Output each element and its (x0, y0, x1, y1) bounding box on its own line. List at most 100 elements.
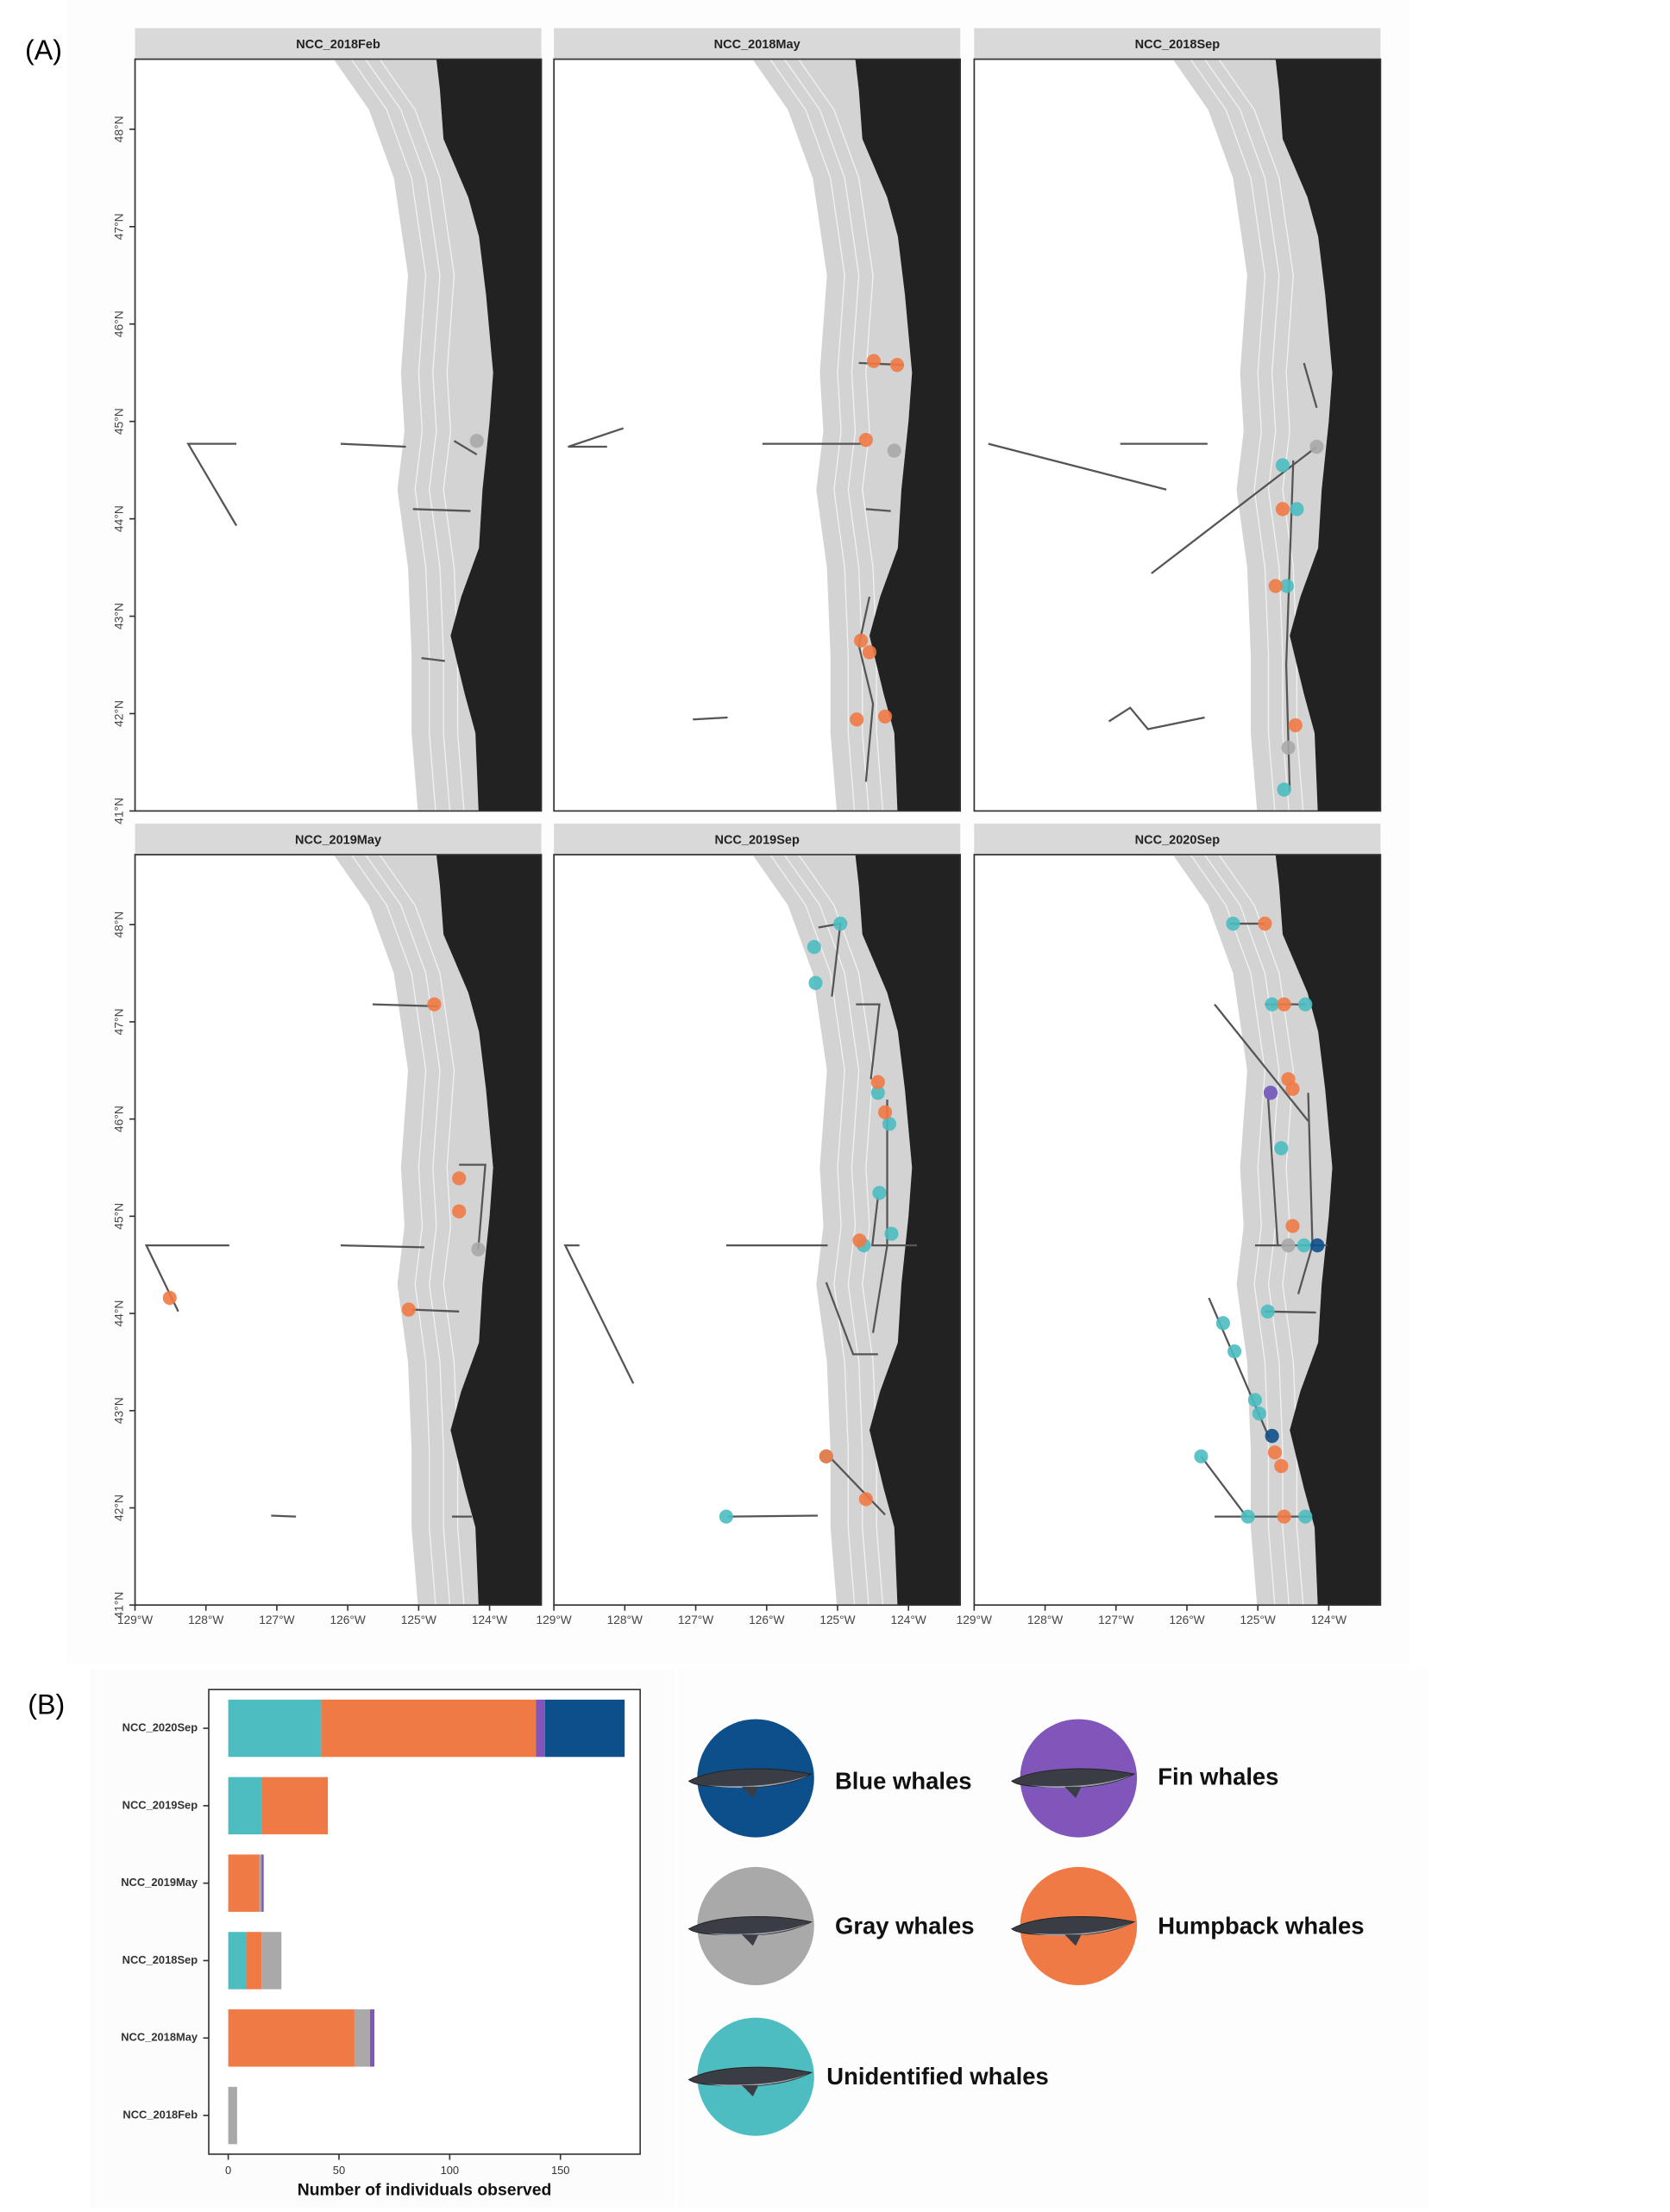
sighting (1226, 916, 1240, 931)
y-tick-label: 42°N (112, 700, 125, 727)
sighting (850, 712, 864, 727)
depth-contour (379, 59, 465, 811)
depth-contour (783, 59, 870, 811)
sighting (1194, 1449, 1209, 1463)
y-tick-label: NCC_2020Sep (122, 1720, 198, 1733)
shelf-area (752, 855, 913, 1606)
survey-track (1151, 446, 1318, 574)
x-tick-label: 124°W (472, 1614, 507, 1626)
sighting (427, 997, 442, 1012)
x-tick-label: 128°W (1027, 1614, 1063, 1626)
legend-label: Unidentified whales (826, 2063, 1048, 2090)
whale-fin (1064, 1786, 1082, 1798)
map-panel (554, 59, 961, 811)
y-tick-label: 43°N (112, 603, 125, 630)
bar-segment (536, 1699, 545, 1758)
y-tick-label: NCC_2019Sep (122, 1798, 198, 1811)
sighting (877, 709, 893, 724)
depth-contour (1190, 855, 1276, 1606)
sighting (877, 1105, 893, 1119)
x-tick-label: 125°W (819, 1614, 855, 1626)
map-frame (973, 58, 1382, 812)
map-panel (135, 59, 542, 811)
x-tick-label: 129°W (536, 1614, 571, 1626)
x-tick-label: 124°W (1311, 1614, 1347, 1626)
depth-contour (1190, 59, 1276, 811)
y-tick-label: NCC_2018May (121, 2031, 198, 2044)
sighting (1281, 740, 1296, 755)
survey-track (1200, 1456, 1247, 1518)
sighting (1274, 1141, 1289, 1156)
sighting (719, 1509, 733, 1524)
sighting (1310, 1238, 1325, 1253)
map-frame (134, 58, 543, 812)
depth-contour (379, 855, 465, 1606)
x-tick-label: 50 (333, 2164, 345, 2177)
land (1275, 855, 1381, 1606)
facet-title: NCC_2019May (295, 834, 382, 848)
sighting (162, 1290, 177, 1306)
sighting (1260, 1304, 1275, 1319)
legend-label: Humpback whales (1158, 1912, 1364, 1939)
sighting (452, 1204, 467, 1219)
y-tick-label: 43°N (112, 1397, 125, 1424)
sighting (1277, 782, 1291, 797)
sighting (1227, 1344, 1242, 1359)
bar-segment (354, 2009, 370, 2067)
depth-contour (1218, 59, 1304, 811)
whale-belly (706, 1775, 809, 1789)
sighting (1275, 502, 1290, 517)
sighting (469, 434, 484, 448)
facet-strip (135, 824, 542, 855)
whale-icon (687, 1768, 813, 1798)
y-tick-label: 45°N (112, 1203, 125, 1230)
sighting (1258, 916, 1272, 931)
sighting (819, 1449, 833, 1463)
sighting (1275, 458, 1290, 473)
y-tick-label: 48°N (112, 912, 125, 938)
survey-track (831, 1458, 886, 1516)
survey-track (1303, 362, 1318, 409)
sighting (1281, 1238, 1296, 1253)
survey-track (412, 508, 471, 512)
shelf-area (333, 59, 493, 811)
x-tick-label: 129°W (957, 1614, 992, 1626)
bar-segment (228, 2009, 355, 2067)
x-tick-label: 127°W (1098, 1614, 1133, 1626)
depth-contour (365, 59, 451, 811)
depth-contour (350, 59, 436, 811)
sighting (1279, 579, 1294, 593)
depth-contour (350, 855, 436, 1606)
land (855, 59, 961, 811)
x-tick-label: 128°W (607, 1614, 643, 1626)
sighting (1247, 1393, 1262, 1407)
y-tick-label: 41°N (112, 798, 125, 824)
bar-segment (544, 1699, 625, 1758)
depth-contour (798, 855, 884, 1606)
survey-track (1108, 706, 1205, 730)
facet-strip (554, 824, 961, 855)
sighting (1296, 1238, 1311, 1253)
shelf-area (1172, 59, 1333, 811)
y-tick-label: NCC_2018Feb (122, 2108, 198, 2121)
whale-belly (706, 2073, 809, 2087)
whale-fin (1064, 1934, 1082, 1946)
sighting (1290, 502, 1304, 517)
sighting (858, 1492, 873, 1507)
bar-segment (228, 1932, 247, 1990)
shelf-area (333, 855, 493, 1606)
x-tick-label: 124°W (891, 1614, 926, 1626)
sighting (866, 354, 881, 368)
shelf-area (752, 59, 913, 811)
depth-contour (798, 59, 884, 811)
land (1275, 59, 1381, 811)
legend-label: Gray whales (835, 1912, 975, 1939)
land (436, 59, 542, 811)
bar-segment (261, 1932, 282, 1990)
bar-segment (259, 1854, 262, 1912)
sighting (833, 916, 848, 931)
y-tick-label: 44°N (112, 505, 125, 532)
sighting (471, 1242, 486, 1256)
